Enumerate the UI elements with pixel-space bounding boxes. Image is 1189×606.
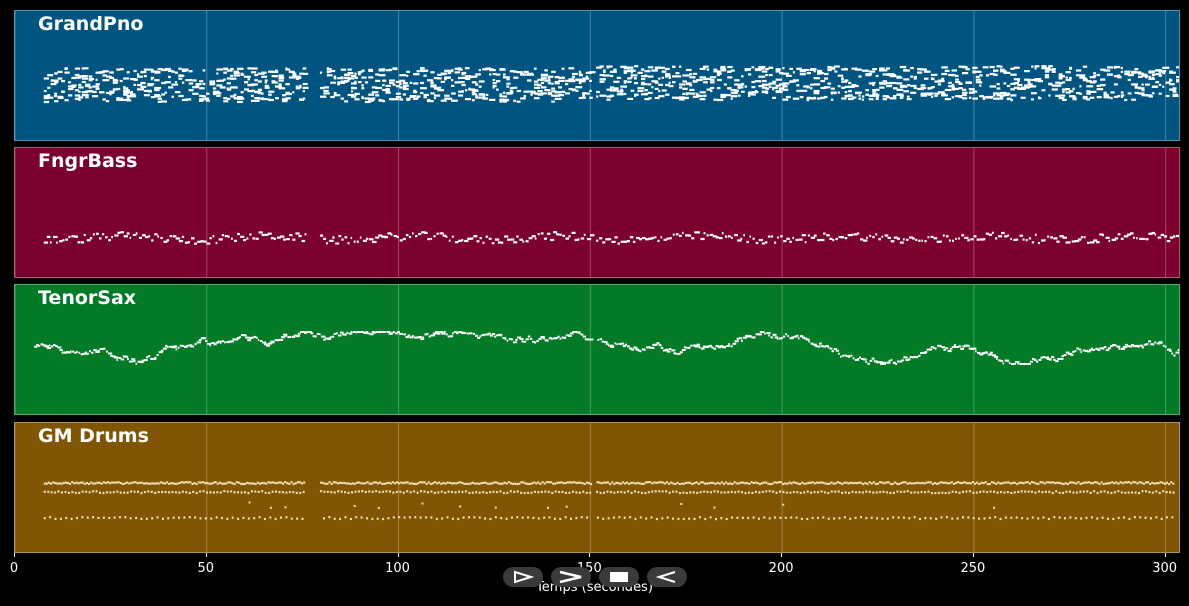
track-gm-drums: GM Drums (14, 422, 1180, 553)
note-texture (43, 65, 1179, 104)
rewind-icon (656, 571, 676, 583)
x-tick-mark (972, 553, 974, 557)
note-texture (34, 331, 1179, 365)
x-tick-mark (1164, 553, 1166, 557)
play-outline-button[interactable] (503, 567, 543, 587)
note-texture (43, 231, 1179, 245)
x-tick-mark (589, 553, 591, 557)
x-tick-mark (397, 553, 399, 557)
track-name: GrandPno (38, 13, 144, 35)
stop-icon (610, 572, 628, 582)
x-axis-label: Temps (secondes) (536, 580, 653, 595)
track-name: TenorSax (38, 287, 137, 309)
note-texture (43, 481, 1175, 521)
x-tick-label: 50 (197, 561, 215, 576)
stop-button[interactable] (599, 567, 639, 587)
play-icon (559, 570, 582, 584)
piano-roll-gm-drums (15, 423, 1175, 552)
piano-roll-tenorsax (15, 285, 1179, 414)
play-outline-icon (514, 570, 534, 584)
piano-roll-grandpno (15, 11, 1179, 140)
x-tick-mark (781, 553, 783, 557)
x-tick-label: 0 (9, 561, 19, 576)
piano-roll-fngrbass (15, 148, 1179, 277)
track-fngrbass: FngrBass (14, 147, 1180, 278)
play-button[interactable] (551, 567, 591, 587)
track-tenorsax: TenorSax (14, 284, 1180, 415)
track-grandpno: GrandPno (14, 10, 1180, 141)
x-tick-label: 250 (960, 561, 986, 576)
rewind-button[interactable] (647, 567, 687, 587)
x-tick-label: 300 (1152, 561, 1178, 576)
x-tick-label: 100 (385, 561, 410, 576)
x-tick-label: 200 (768, 561, 794, 576)
x-axis: 0 50 100 150 200 250 300 (10, 553, 1180, 576)
x-tick-mark (205, 553, 207, 557)
track-name: GM Drums (38, 425, 149, 447)
track-name: FngrBass (38, 150, 138, 172)
x-tick-mark (14, 553, 15, 557)
